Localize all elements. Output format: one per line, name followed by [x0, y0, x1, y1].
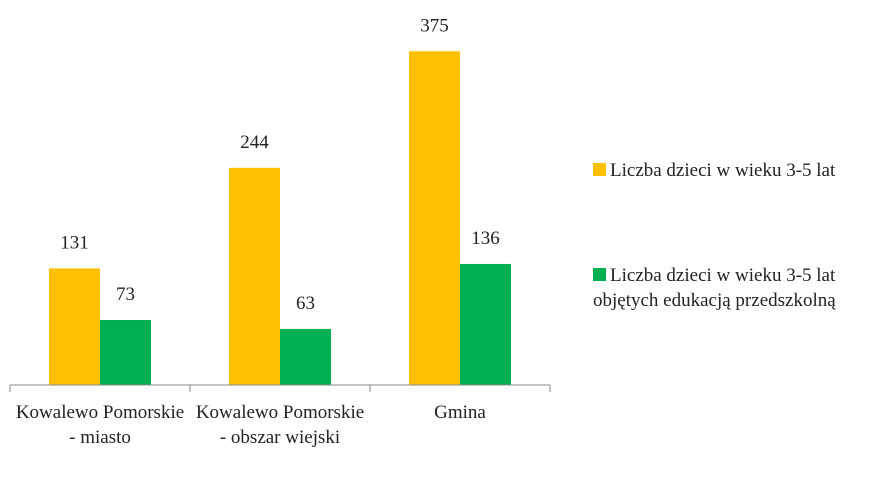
- x-tick-label: Kowalewo Pomorskie - obszar wiejski: [195, 402, 365, 448]
- legend-label: Liczba dzieci w wieku 3-5 lat objętych e…: [593, 265, 836, 311]
- data-label: 73: [116, 284, 135, 305]
- data-label: 375: [420, 15, 449, 36]
- x-tick-label: Kowalewo Pomorskie - miasto: [15, 402, 185, 448]
- bar: [229, 167, 280, 385]
- data-label: 63: [296, 293, 315, 314]
- legend-swatch: [593, 163, 606, 176]
- x-tick-label: Gmina: [434, 402, 486, 423]
- bar: [409, 51, 460, 385]
- bar: [100, 320, 151, 385]
- legend-item: Liczba dzieci w wieku 3-5 lat: [593, 158, 873, 183]
- bar: [460, 263, 511, 385]
- bar: [280, 328, 331, 385]
- data-label: 136: [471, 228, 500, 249]
- data-label: 131: [60, 232, 89, 253]
- legend-label: Liczba dzieci w wieku 3-5 lat: [610, 160, 836, 181]
- data-label: 244: [240, 132, 269, 153]
- legend-swatch: [593, 268, 606, 281]
- bar: [49, 268, 100, 385]
- legend-item: Liczba dzieci w wieku 3-5 lat objętych e…: [593, 263, 873, 313]
